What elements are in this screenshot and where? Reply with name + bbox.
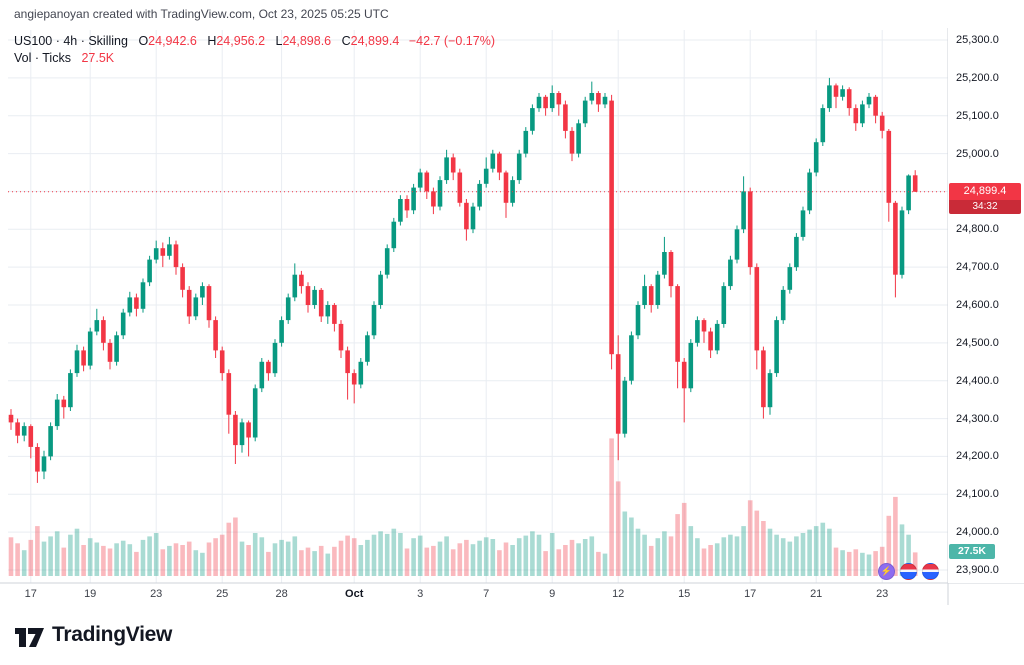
last-price-value: 24,899.4 bbox=[949, 182, 1021, 200]
attribution-text: angiepanoyan created with TradingView.co… bbox=[14, 7, 389, 21]
time-tick-label: Oct bbox=[345, 588, 364, 600]
price-tick-label: 25,300.0 bbox=[956, 34, 999, 46]
price-tick-label: 24,200.0 bbox=[956, 450, 999, 463]
volume-value: 27.5K bbox=[81, 51, 115, 65]
lightning-icon[interactable]: ⚡ bbox=[878, 563, 895, 580]
price-tick-label: 24,300.0 bbox=[956, 412, 999, 425]
price-tick-label: 24,600.0 bbox=[956, 299, 999, 311]
legend-row-volume: Vol · Ticks 27.5K bbox=[14, 50, 495, 67]
price-tick-label: 24,100.0 bbox=[956, 488, 999, 501]
close-value: 24,899.4 bbox=[350, 34, 400, 48]
price-tick-label: 25,200.0 bbox=[956, 71, 999, 84]
price-tick-label: 24,400.0 bbox=[956, 374, 999, 387]
price-scale[interactable]: 24,899.4 34:32 27.5K 25,300.0 25,200.0 25,… bbox=[948, 28, 1024, 583]
time-tick-label: 17 bbox=[744, 588, 757, 600]
symbol-title[interactable]: US100 · 4h · Skilling bbox=[14, 34, 128, 48]
time-tick-label: 9 bbox=[549, 588, 556, 600]
price-tick-label: 23,900.0 bbox=[956, 564, 999, 576]
tradingview-logo-mark bbox=[15, 628, 44, 647]
price-tick-label: 24,000.0 bbox=[956, 526, 999, 539]
badge-icon-2[interactable] bbox=[922, 563, 939, 580]
time-tick-label: 23 bbox=[150, 588, 163, 600]
time-tick-label: 3 bbox=[417, 588, 424, 600]
time-axis[interactable]: 17 19 23 25 28 Oct 3 7 9 12 15 17 21 23 bbox=[0, 584, 948, 604]
volume-badge: 27.5K bbox=[949, 544, 995, 560]
price-tick-label: 25,000.0 bbox=[956, 147, 999, 160]
time-tick-label: 19 bbox=[84, 588, 97, 600]
time-tick-label: 28 bbox=[275, 588, 288, 600]
price-tick-label: 24,700.0 bbox=[956, 261, 999, 274]
time-tick-label: 15 bbox=[678, 588, 691, 600]
chart-legend: US100 · 4h · Skilling O24,942.6 H24,956.… bbox=[14, 33, 495, 67]
open-value: 24,942.6 bbox=[148, 34, 197, 48]
badge-icon-1[interactable] bbox=[900, 563, 917, 580]
price-tick-label: 24,800.0 bbox=[956, 223, 999, 236]
time-tick-label: 12 bbox=[612, 588, 625, 600]
time-tick-label: 23 bbox=[876, 588, 889, 600]
time-tick-label: 17 bbox=[24, 588, 37, 600]
change-value: −42.7 (−0.17%) bbox=[408, 34, 495, 48]
time-tick-label: 7 bbox=[483, 588, 490, 600]
close-label: C bbox=[341, 34, 351, 48]
open-label: O bbox=[138, 34, 149, 48]
price-tick-label: 24,500.0 bbox=[956, 336, 999, 349]
low-label: L bbox=[275, 34, 283, 48]
time-tick-label: 21 bbox=[810, 588, 823, 600]
legend-row-symbol: US100 · 4h · Skilling O24,942.6 H24,956.… bbox=[14, 33, 495, 50]
high-value: 24,956.2 bbox=[216, 34, 266, 48]
bar-countdown: 34:32 bbox=[949, 199, 1021, 214]
time-tick-label: 25 bbox=[216, 588, 229, 600]
chart-canvas[interactable] bbox=[0, 28, 948, 583]
volume-label[interactable]: Vol · Ticks bbox=[14, 51, 71, 65]
tradingview-logo[interactable]: TradingView bbox=[14, 622, 172, 647]
brand-name: TradingView bbox=[52, 622, 173, 646]
last-price-badge: 24,899.4 34:32 bbox=[949, 182, 1021, 214]
price-tick-label: 25,100.0 bbox=[956, 109, 999, 122]
high-label: H bbox=[207, 34, 217, 48]
reaction-icons: ⚡ bbox=[878, 563, 939, 580]
low-value: 24,898.6 bbox=[282, 34, 332, 48]
footer-bar: TradingView bbox=[0, 605, 1024, 665]
